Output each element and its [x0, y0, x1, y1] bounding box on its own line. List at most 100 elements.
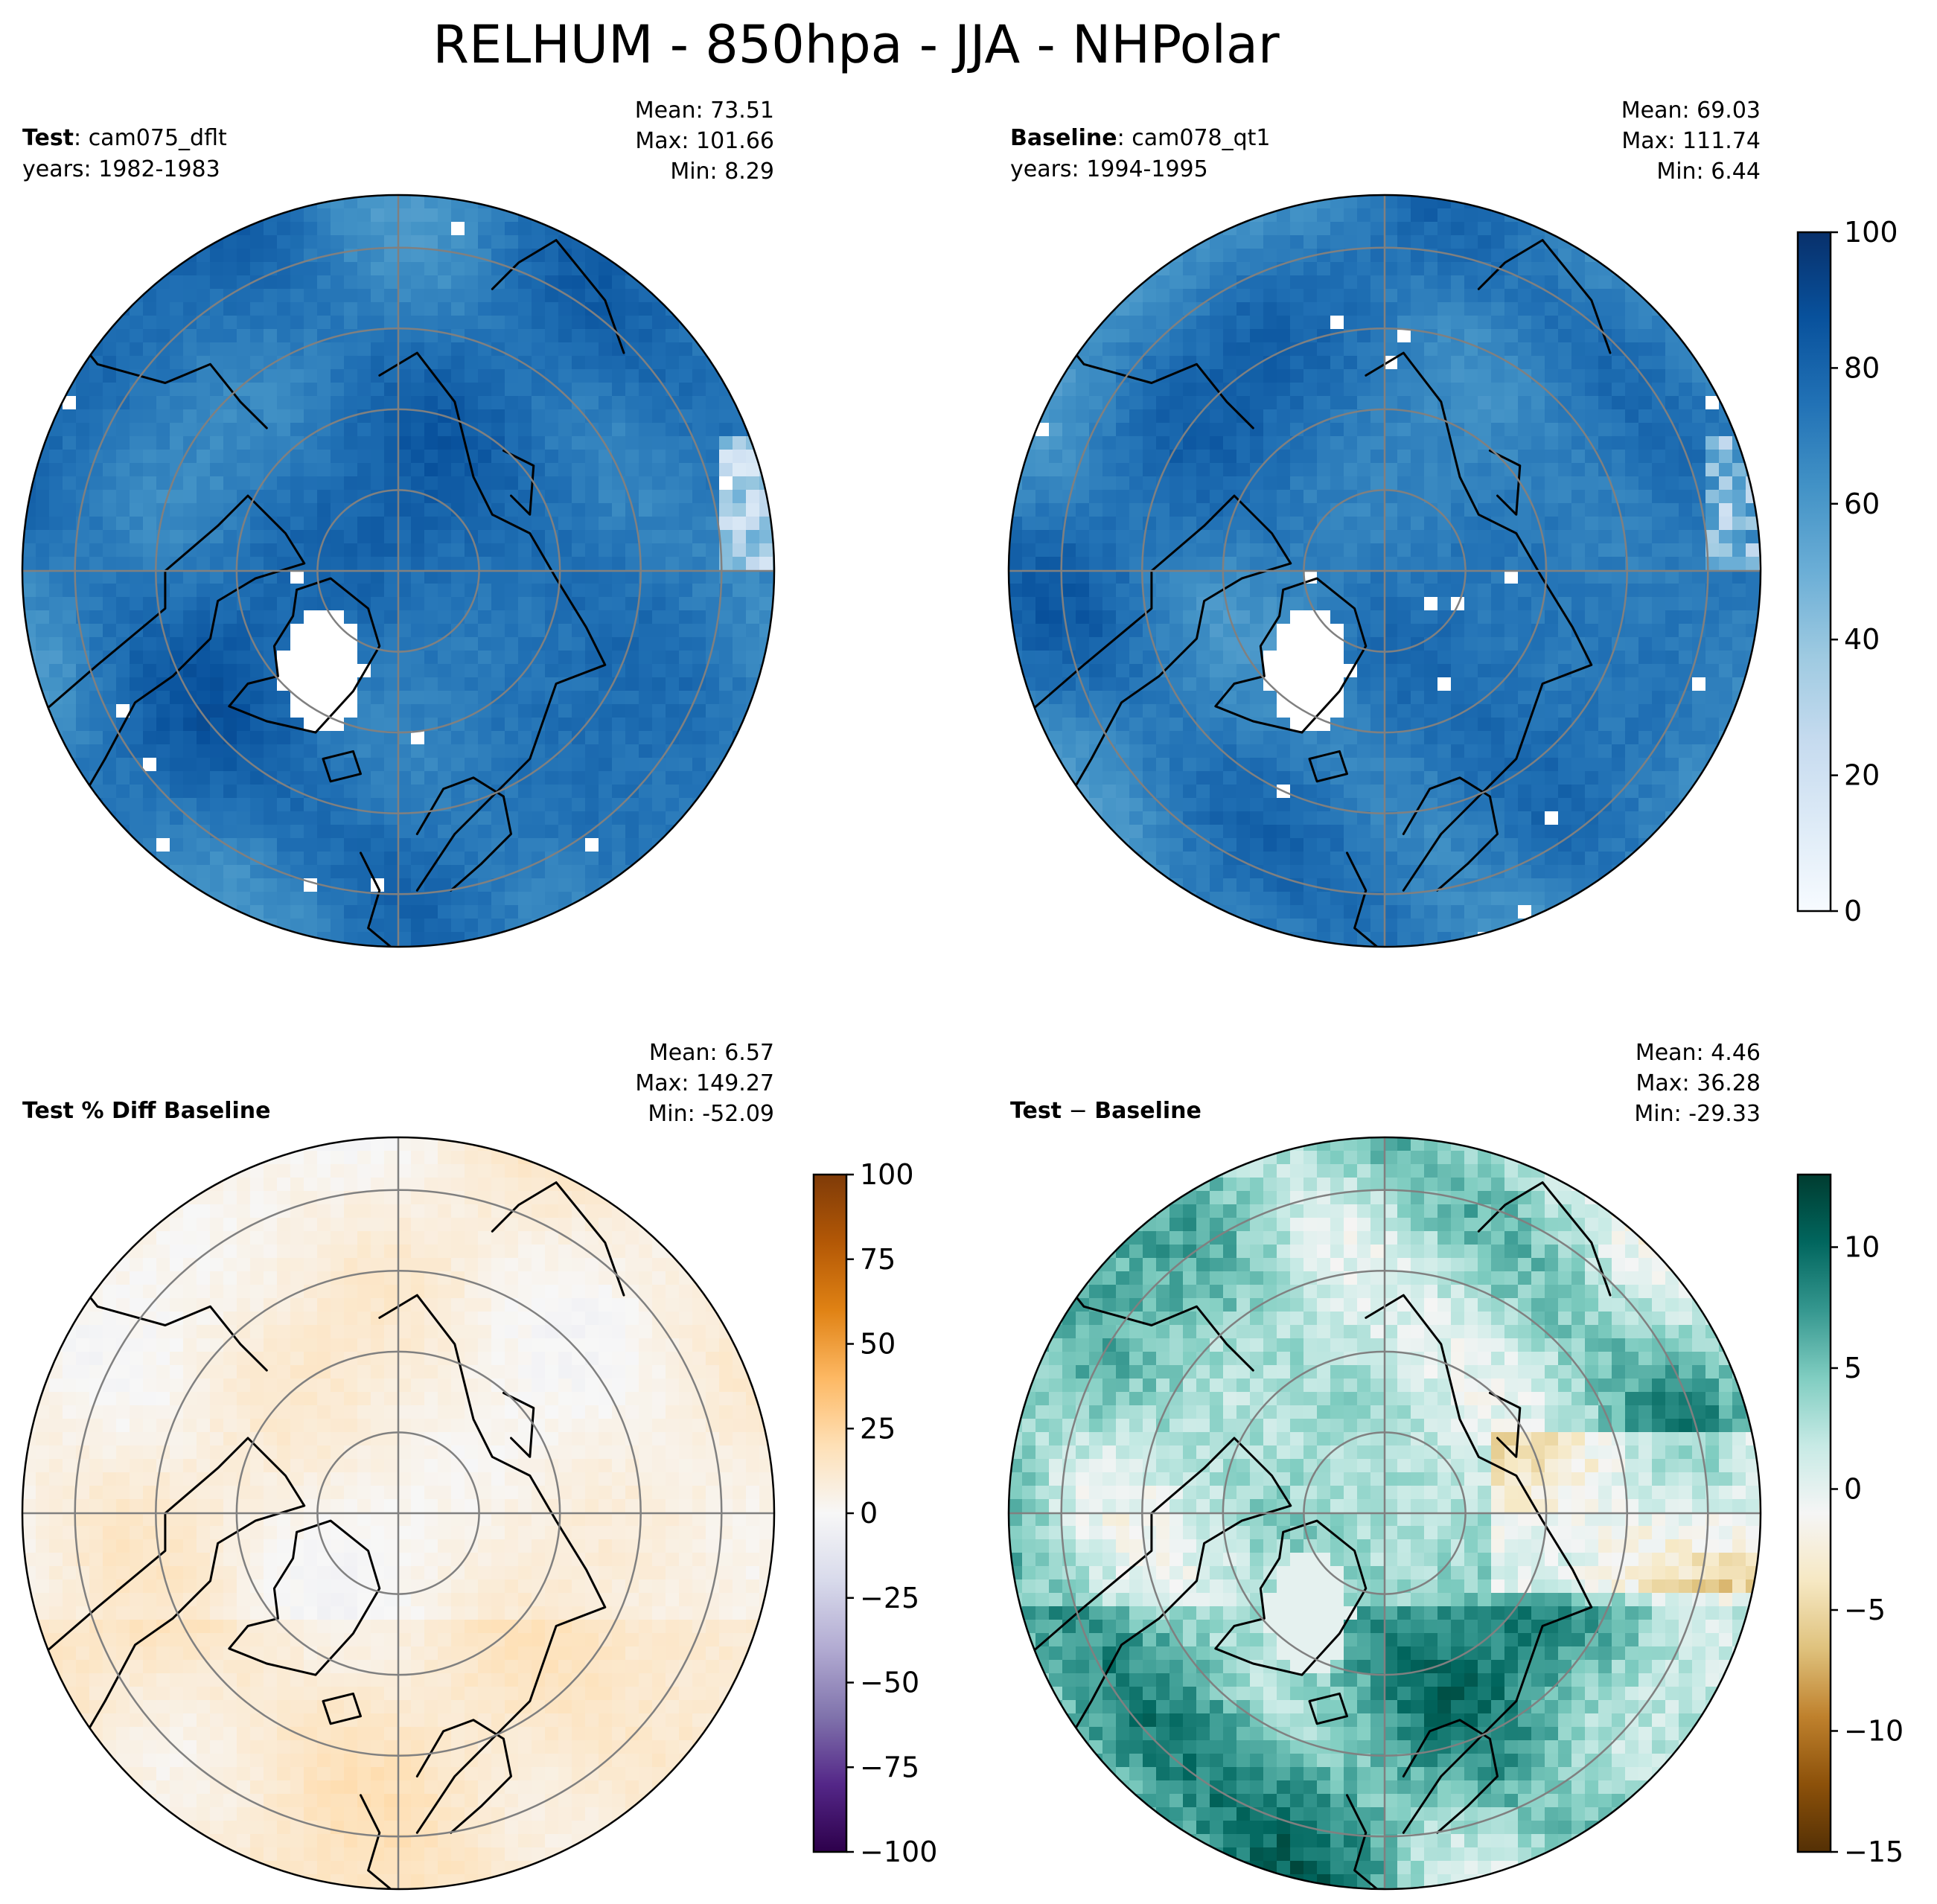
grid-cell: [197, 476, 211, 491]
grid-cell: [1464, 637, 1478, 651]
grid-cell: [317, 342, 331, 357]
grid-cell: [424, 450, 438, 464]
grid-cell: [277, 771, 291, 785]
grid-cell: [1344, 249, 1358, 263]
grid-cell: [1625, 691, 1639, 705]
grid-cell: [612, 704, 626, 718]
grid-cell: [1585, 771, 1599, 785]
grid-cell: [1062, 718, 1076, 732]
grid-cell: [1089, 503, 1103, 517]
grid-cell: [1303, 664, 1318, 678]
grid-cell: [384, 637, 398, 651]
grid-cell: [357, 731, 371, 745]
grid-cell: [1049, 771, 1063, 785]
grid-cell: [22, 503, 36, 517]
grid-cell: [1156, 785, 1170, 799]
grid-cell: [250, 878, 264, 892]
grid-cell: [344, 557, 358, 571]
grid-cell: [183, 476, 197, 491]
grid-cell: [1424, 637, 1438, 651]
grid-cell: [1504, 570, 1519, 584]
grid-cell: [143, 624, 157, 638]
grid-cell: [1290, 691, 1304, 705]
grid-cell: [1277, 530, 1291, 544]
grid-cell: [1250, 316, 1264, 330]
grid-cell: [1571, 597, 1586, 611]
grid-cell: [478, 316, 492, 330]
grid-cell: [1317, 302, 1331, 316]
grid-cell: [290, 222, 304, 236]
grid-cell: [156, 651, 170, 665]
grid-cell: [357, 691, 371, 705]
grid-cell: [170, 289, 184, 303]
grid-cell: [1089, 436, 1103, 450]
grid-cell: [599, 597, 613, 611]
grid-cell: [1236, 289, 1251, 303]
grid-cell: [1223, 785, 1237, 799]
grid-cell: [1665, 530, 1679, 544]
grid-cell: [304, 316, 318, 330]
grid-cell: [465, 517, 479, 531]
grid-cell: [183, 664, 197, 678]
grid-cell: [505, 852, 519, 866]
grid-cell: [290, 570, 304, 584]
baseline-years: years: 1994-1995: [1010, 156, 1208, 182]
grid-cell: [612, 490, 626, 504]
grid-cell: [1719, 450, 1733, 464]
grid-cell: [1330, 436, 1344, 450]
grid-cell: [398, 383, 412, 397]
grid-cell: [451, 664, 465, 678]
grid-cell: [1531, 275, 1545, 290]
grid-cell: [1303, 811, 1318, 825]
grid-cell: [1437, 463, 1452, 477]
grid-cell: [1236, 664, 1251, 678]
grid-cell: [491, 396, 505, 410]
grid-cell: [1022, 409, 1036, 424]
grid-cell: [1625, 637, 1639, 651]
grid-cell: [49, 490, 63, 504]
grid-cell: [1397, 342, 1411, 357]
grid-cell: [1571, 476, 1586, 491]
grid-cell: [344, 503, 358, 517]
grid-cell: [585, 785, 599, 799]
grid-cell: [1652, 289, 1666, 303]
grid-cell: [103, 530, 117, 544]
grid-cell: [666, 677, 680, 691]
grid-cell: [1464, 436, 1478, 450]
grid-cell: [1424, 771, 1438, 785]
grid-cell: [612, 811, 626, 825]
grid-cell: [1223, 651, 1237, 665]
grid-cell: [210, 677, 224, 691]
grid-cell: [170, 704, 184, 718]
grid-cell: [679, 570, 693, 584]
grid-cell: [679, 356, 693, 370]
grid-cell: [304, 208, 318, 223]
grid-cell: [1598, 517, 1612, 531]
grid-cell: [357, 463, 371, 477]
grid-cell: [1183, 811, 1197, 825]
grid-cell: [36, 651, 50, 665]
grid-cell: [424, 825, 438, 839]
grid-cell: [1129, 476, 1143, 491]
grid-cell: [197, 651, 211, 665]
grid-cell: [317, 651, 331, 665]
grid-cell: [1545, 543, 1559, 558]
grid-cell: [1612, 744, 1626, 758]
grid-cell: [384, 919, 398, 933]
grid-cell: [1478, 771, 1492, 785]
grid-cell: [223, 865, 237, 879]
grid-cell: [1277, 409, 1291, 424]
grid-cell: [357, 945, 371, 947]
grid-cell: [639, 610, 653, 624]
grid-cell: [1625, 289, 1639, 303]
grid-cell: [357, 235, 371, 249]
grid-cell: [719, 530, 733, 544]
grid-cell: [304, 731, 318, 745]
grid-cell: [706, 396, 720, 410]
grid-cell: [1531, 785, 1545, 799]
grid-cell: [666, 798, 680, 812]
grid-cell: [1330, 302, 1344, 316]
grid-cell: [1518, 771, 1532, 785]
grid-cell: [1558, 785, 1572, 799]
grid-cell: [1076, 584, 1090, 598]
